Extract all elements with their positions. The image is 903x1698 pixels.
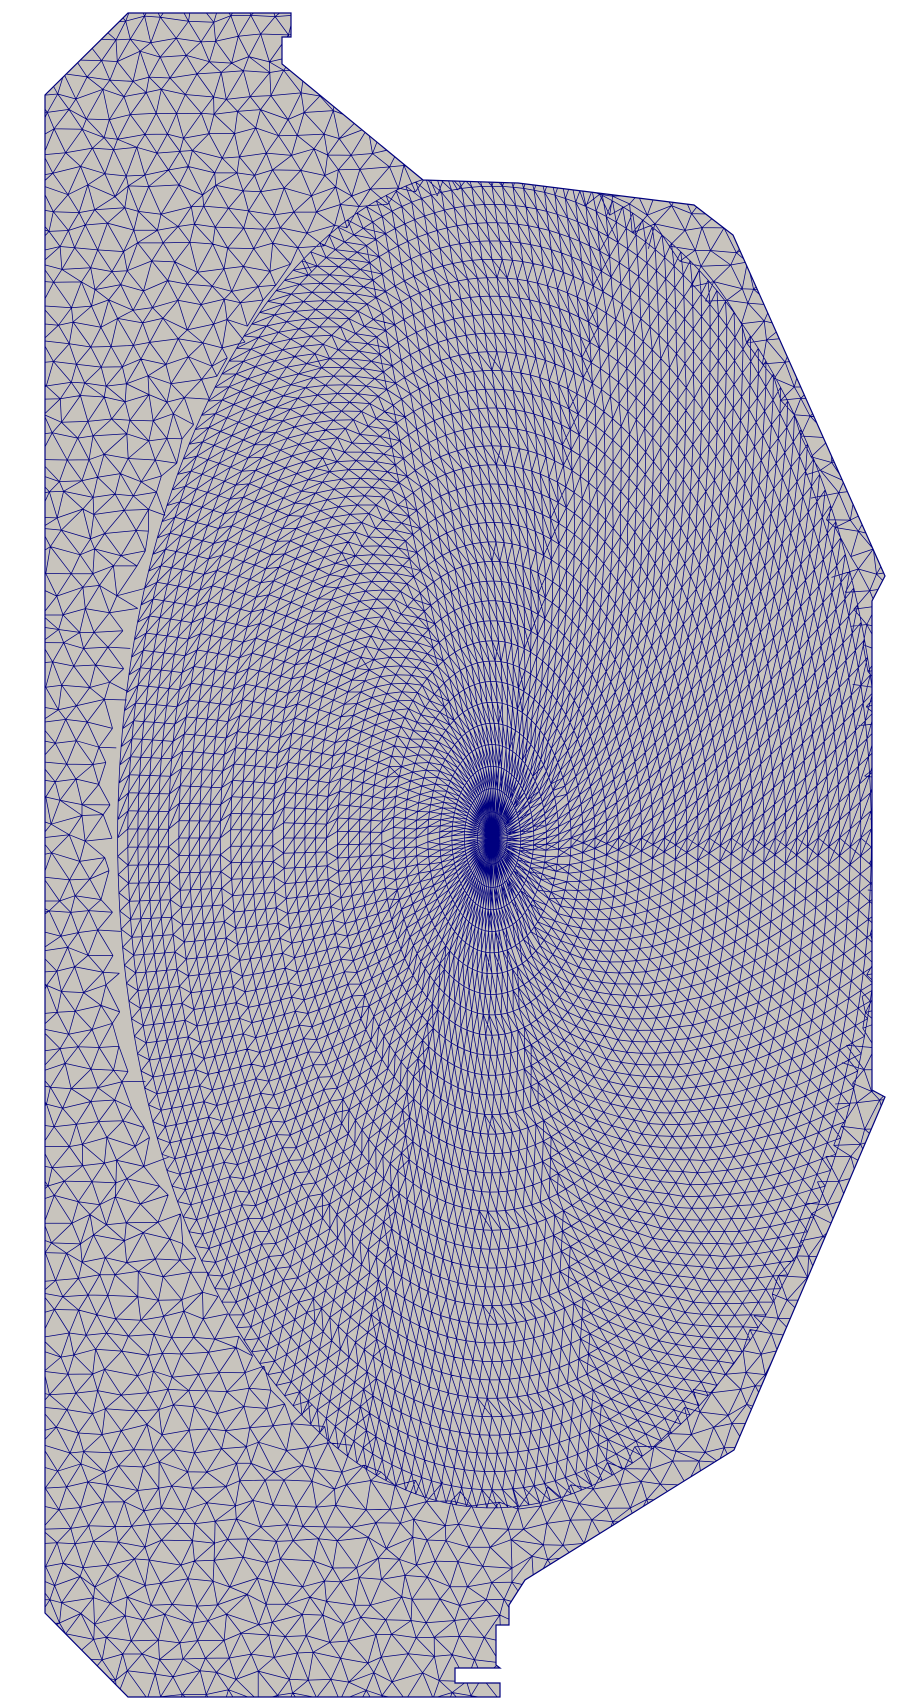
mesh-core-centre <box>488 834 496 842</box>
mesh-domain-boundary <box>44 12 886 1698</box>
